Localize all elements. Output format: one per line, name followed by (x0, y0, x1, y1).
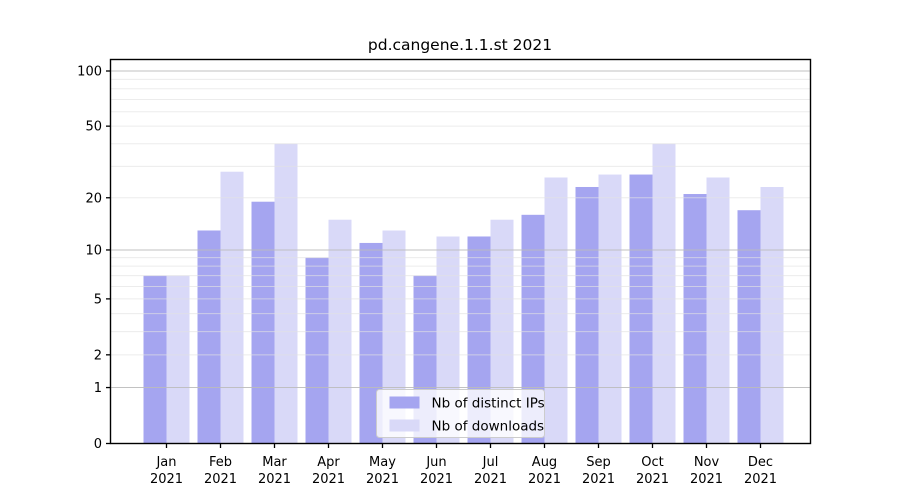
x-axis-tick-label-year: 2021 (744, 472, 777, 487)
bar-nb-of-distinct-ips-dec (737, 210, 761, 444)
x-axis-tick-label-month: Dec (748, 455, 773, 470)
y-axis-tick-label: 20 (85, 191, 102, 206)
y-axis-tick-label: 5 (94, 292, 102, 307)
bar-nb-of-distinct-ips-feb (197, 230, 221, 444)
bar-nb-of-distinct-ips-nov (683, 194, 707, 444)
legend-swatch-nb-of-distinct-ips (389, 396, 420, 409)
x-axis-tick-label-month: Oct (641, 455, 663, 470)
x-axis-tick-label-month: Mar (262, 455, 287, 470)
y-axis-tick-label: 1 (94, 381, 102, 396)
bar-nb-of-downloads-mar (274, 143, 298, 444)
x-axis-tick-label-month: Nov (694, 455, 720, 470)
chart-title: pd.cangene.1.1.st 2021 (367, 36, 553, 54)
x-axis-tick-label-month: Apr (317, 455, 340, 470)
x-axis-tick-label-year: 2021 (420, 472, 453, 487)
bar-nb-of-downloads-jan (166, 275, 190, 444)
x-axis-tick-label-year: 2021 (528, 472, 561, 487)
x-axis-tick-label-month: Aug (532, 455, 557, 470)
x-axis-tick-label-year: 2021 (366, 472, 399, 487)
x-axis-tick-label-year: 2021 (258, 472, 291, 487)
bar-nb-of-distinct-ips-aug (521, 214, 545, 444)
legend-label: Nb of downloads (432, 419, 545, 435)
bar-nb-of-downloads-dec (760, 186, 784, 444)
bar-nb-of-distinct-ips-jan (143, 275, 167, 444)
y-axis-tick-label: 2 (94, 348, 102, 363)
legend-label: Nb of distinct IPs (432, 396, 545, 412)
x-axis-tick-label-year: 2021 (690, 472, 723, 487)
x-axis-tick-label-year: 2021 (474, 472, 507, 487)
bar-nb-of-distinct-ips-sep (575, 186, 599, 444)
y-axis-tick-label: 10 (85, 244, 102, 259)
x-axis-tick-label-month: Jan (155, 455, 176, 470)
x-axis-tick-label-year: 2021 (636, 472, 669, 487)
x-axis-tick-label-month: Jul (482, 455, 499, 470)
bar-nb-of-distinct-ips-oct (629, 174, 653, 444)
y-axis-tick-label: 100 (77, 65, 102, 80)
x-axis-tick-label-year: 2021 (204, 472, 237, 487)
bar-nb-of-downloads-sep (598, 174, 622, 444)
plot-border (109, 58, 812, 445)
x-axis-tick-label-month: Sep (586, 455, 611, 470)
bar-nb-of-downloads-feb (220, 171, 244, 444)
x-axis-tick-label-month: Feb (209, 455, 232, 470)
bar-nb-of-downloads-oct (652, 143, 676, 444)
x-axis-tick-label-year: 2021 (150, 472, 183, 487)
y-axis-tick-label: 0 (94, 437, 102, 452)
bar-nb-of-downloads-aug (544, 177, 568, 444)
legend-swatch-nb-of-downloads (389, 419, 420, 432)
x-axis-tick-label-month: Jun (425, 455, 446, 470)
bar-nb-of-downloads-nov (706, 177, 730, 444)
x-axis-tick-label-year: 2021 (312, 472, 345, 487)
bar-nb-of-distinct-ips-apr (305, 257, 329, 444)
x-axis-tick-label-month: May (369, 455, 396, 470)
bar-nb-of-distinct-ips-mar (251, 201, 275, 444)
x-axis-tick-label-year: 2021 (582, 472, 615, 487)
y-axis-tick-label: 50 (85, 120, 102, 135)
